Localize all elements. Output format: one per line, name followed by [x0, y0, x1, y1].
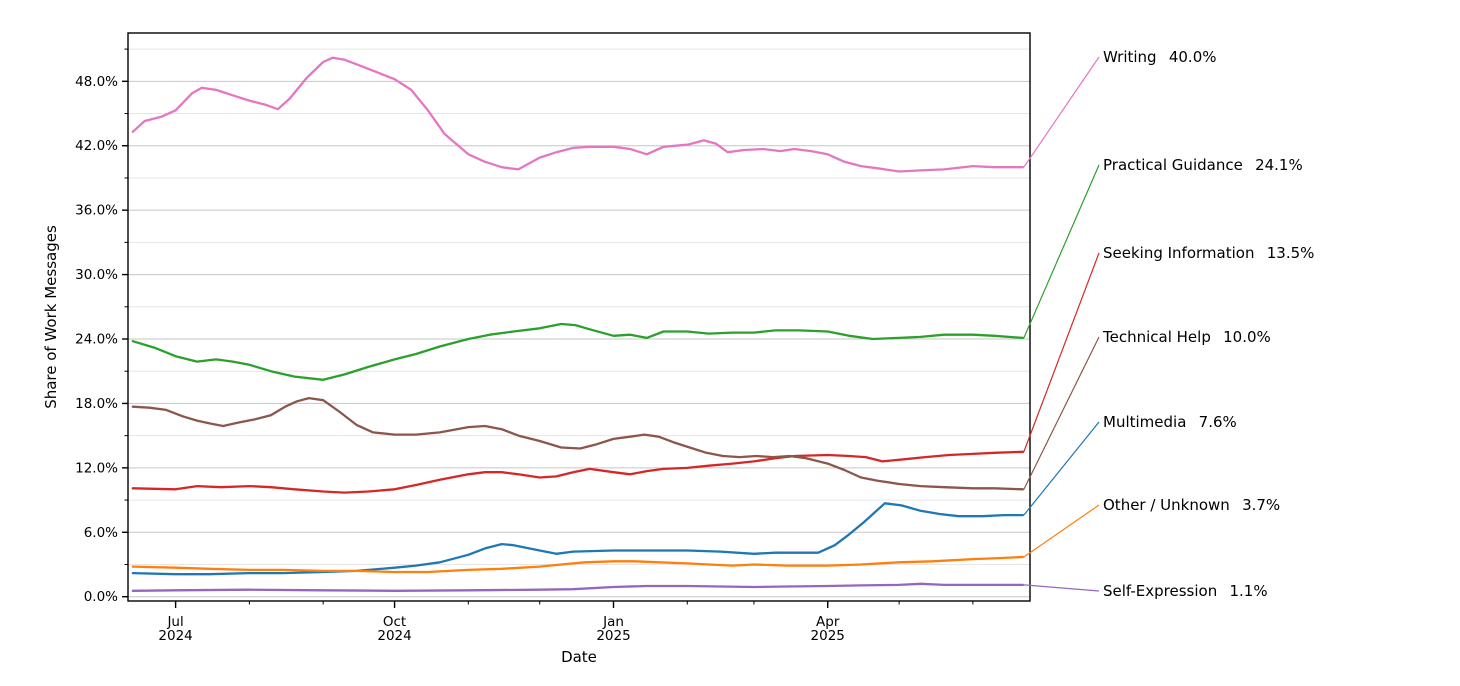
series-label-multimedia: Multimedia 7.6% — [1103, 413, 1237, 431]
y-tick-label: 36.0% — [75, 203, 118, 219]
leader-line-self-expression — [1023, 584, 1100, 592]
x-tick-label-year: 2025 — [596, 628, 630, 644]
axis-ticks — [122, 48, 974, 608]
leader-line-seeking-information — [1023, 252, 1100, 452]
leader-line-writing — [1023, 56, 1100, 168]
series-label-writing: Writing 40.0% — [1103, 48, 1217, 66]
x-tick-label-month: Apr — [816, 614, 840, 630]
leader-line-other-unknown — [1023, 504, 1100, 558]
y-axis-title: Share of Work Messages — [42, 225, 60, 409]
axis-tick-labels: 0.0% 6.0% 12.0% 18.0% 24.0% 30.0% 36.0% 42.0% 48… — [75, 74, 845, 644]
y-tick-label: 0.0% — [84, 589, 118, 605]
x-tick-label-month: Jan — [602, 614, 624, 630]
series-lines — [131, 56, 1025, 592]
plot-border — [127, 32, 1031, 602]
y-tick-label: 12.0% — [75, 460, 118, 476]
y-tick-label: 24.0% — [75, 332, 118, 348]
series-end-labels: Writing 40.0% Practical Guidance 24.1% See… — [1023, 48, 1314, 600]
series-line-other-unknown — [131, 555, 1025, 574]
series-line-seeking-information — [131, 450, 1025, 494]
series-label-technical-help: Technical Help 10.0% — [1102, 328, 1271, 346]
series-label-other-unknown: Other / Unknown 3.7% — [1103, 496, 1280, 514]
x-tick-label-month: Oct — [383, 614, 406, 630]
series-label-self-expression: Self-Expression 1.1% — [1103, 582, 1268, 600]
x-axis-title: Date — [561, 648, 597, 666]
leader-line-multimedia — [1023, 421, 1100, 516]
y-tick-label: 42.0% — [75, 138, 118, 154]
series-line-technical-help — [131, 396, 1025, 491]
x-tick-label-year: 2024 — [377, 628, 411, 644]
leader-line-practical-guidance — [1023, 164, 1100, 339]
x-tick-label-year: 2024 — [158, 628, 192, 644]
y-tick-label: 30.0% — [75, 267, 118, 283]
x-tick-label-year: 2025 — [811, 628, 845, 644]
series-label-seeking-information: Seeking Information 13.5% — [1103, 244, 1314, 262]
y-tick-label: 48.0% — [75, 74, 118, 90]
series-line-practical-guidance — [131, 322, 1025, 381]
series-line-writing — [131, 56, 1025, 173]
y-tick-label: 6.0% — [84, 525, 118, 541]
x-tick-label-month: Jul — [166, 614, 183, 630]
series-line-self-expression — [131, 582, 1025, 592]
minor-gridlines — [128, 48, 1030, 565]
leader-line-technical-help — [1023, 336, 1100, 490]
series-label-practical-guidance: Practical Guidance 24.1% — [1103, 156, 1303, 174]
y-tick-label: 18.0% — [75, 396, 118, 412]
